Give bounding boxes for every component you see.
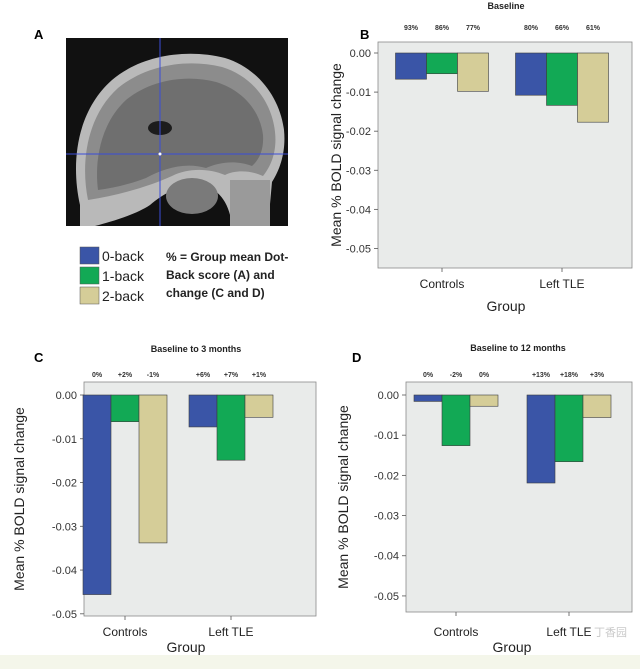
y-tick-label: -0.02 [374,470,399,482]
y-tick-label: -0.01 [374,430,399,442]
bar-percent-label: +18% [560,372,579,379]
bar-percent-label: +7% [224,372,239,379]
y-tick-label: -0.05 [52,609,77,621]
bar-percent-label: -1% [147,372,160,379]
y-tick-label: -0.04 [52,565,77,577]
panel-label-d: D [352,350,361,365]
bar-percent-label: 93% [404,25,419,32]
y-tick-label: -0.01 [52,434,77,446]
y-axis-label: Mean % BOLD signal change [335,405,351,589]
y-tick-label: -0.04 [346,204,371,216]
bar-0-back-left-tle [526,394,556,484]
mri-crosshair-center [158,152,162,156]
bar-percent-label: -2% [450,372,463,379]
legend-swatch-2-back [79,286,100,305]
mri-cerebellum [166,178,218,214]
bar-2-back-controls [469,394,499,407]
mri-image [66,38,288,226]
bar-1-back-controls [426,52,458,75]
bar-2-back-left-tle [577,52,609,123]
bar-percent-label: +2% [118,372,133,379]
bar-percent-label: 86% [435,25,450,32]
bar-percent-label: 77% [466,25,481,32]
chart-title: Baseline to 12 months [470,343,566,353]
chart-baseline: Baseline 0.00 -0.01 -0.02 -0.03 -0.04 -0.05Mea… [328,1,633,314]
bar-0-back-controls [413,394,443,402]
bar-percent-label: +1% [252,372,267,379]
bar-percent-label: 0% [92,372,103,379]
y-tick-label: -0.03 [52,521,77,533]
panel-label-b: B [360,27,369,42]
y-axis-label: Mean % BOLD signal change [11,407,27,591]
chart-title: Baseline [487,1,524,11]
bar-0-back-left-tle [188,394,218,428]
bar-1-back-controls [441,394,471,446]
bar-1-back-controls [110,394,140,422]
y-tick-label: -0.02 [346,126,371,138]
bar-0-back-left-tle [515,52,547,96]
x-axis-label: Group [167,639,206,655]
bar-percent-label: 66% [555,25,570,32]
panel-label-c: C [34,350,44,365]
bar-2-back-controls [457,52,489,92]
bar-percent-label: 61% [586,25,601,32]
legend: 0-back 1-back 2-back % = Group mean Dot- Bac… [79,246,288,305]
watermark-text: 丁香园 [594,626,627,639]
y-tick-label: -0.02 [52,478,77,490]
panel-label-a: A [34,27,44,42]
legend-swatch-1-back [79,266,100,285]
y-tick-label: -0.03 [346,165,371,177]
bar-2-back-left-tle [582,394,612,418]
bar-2-back-controls [138,394,168,544]
chart-baseline-to-12-months: Baseline to 12 months 0.00 -0.01 -0.02 -0.03… [335,343,633,655]
legend-label-1-back: 1-back [102,268,145,284]
mri-neck [230,180,270,226]
bar-percent-label: +13% [532,372,551,379]
legend-swatch-0-back [79,246,100,265]
bar-1-back-left-tle [216,394,246,461]
bar-percent-label: 0% [479,372,490,379]
bar-0-back-controls [395,52,427,80]
bar-0-back-controls [82,394,112,595]
y-tick-label: -0.01 [346,87,371,99]
chart-title: Baseline to 3 months [151,344,242,354]
bar-1-back-left-tle [554,394,584,463]
bar-1-back-left-tle [546,52,578,106]
y-tick-label: 0.00 [378,390,399,402]
bar-percent-label: +3% [590,372,605,379]
mri-brain-white-matter [97,78,264,190]
bar-percent-label: 80% [524,25,539,32]
y-tick-label: -0.03 [374,511,399,523]
legend-note-line: change (C and D) [166,286,265,300]
legend-label-0-back: 0-back [102,248,145,264]
bar-2-back-left-tle [244,394,274,418]
category-label: Left TLE [208,625,253,639]
category-label: Controls [103,625,148,639]
category-label: Left TLE [546,625,591,639]
category-label: Controls [420,277,465,291]
category-label: Left TLE [539,277,584,291]
y-tick-label: -0.05 [346,243,371,255]
bar-percent-label: 0% [423,372,434,379]
y-tick-label: -0.04 [374,551,399,563]
y-tick-label: -0.05 [374,591,399,603]
bottom-band [0,655,640,669]
y-tick-label: 0.00 [350,48,371,60]
bar-percent-label: +6% [196,372,211,379]
legend-label-2-back: 2-back [102,288,145,304]
category-label: Controls [434,625,479,639]
x-axis-label: Group [493,639,532,655]
x-axis-label: Group [487,298,526,314]
y-axis-label: Mean % BOLD signal change [328,63,344,247]
legend-note-line: % = Group mean Dot- [166,250,288,264]
legend-note-line: Back score (A) and [166,268,275,282]
y-tick-label: 0.00 [56,390,77,402]
chart-baseline-to-3-months: Baseline to 3 months 0.00 -0.01 -0.02 -0.03 -… [11,344,317,655]
